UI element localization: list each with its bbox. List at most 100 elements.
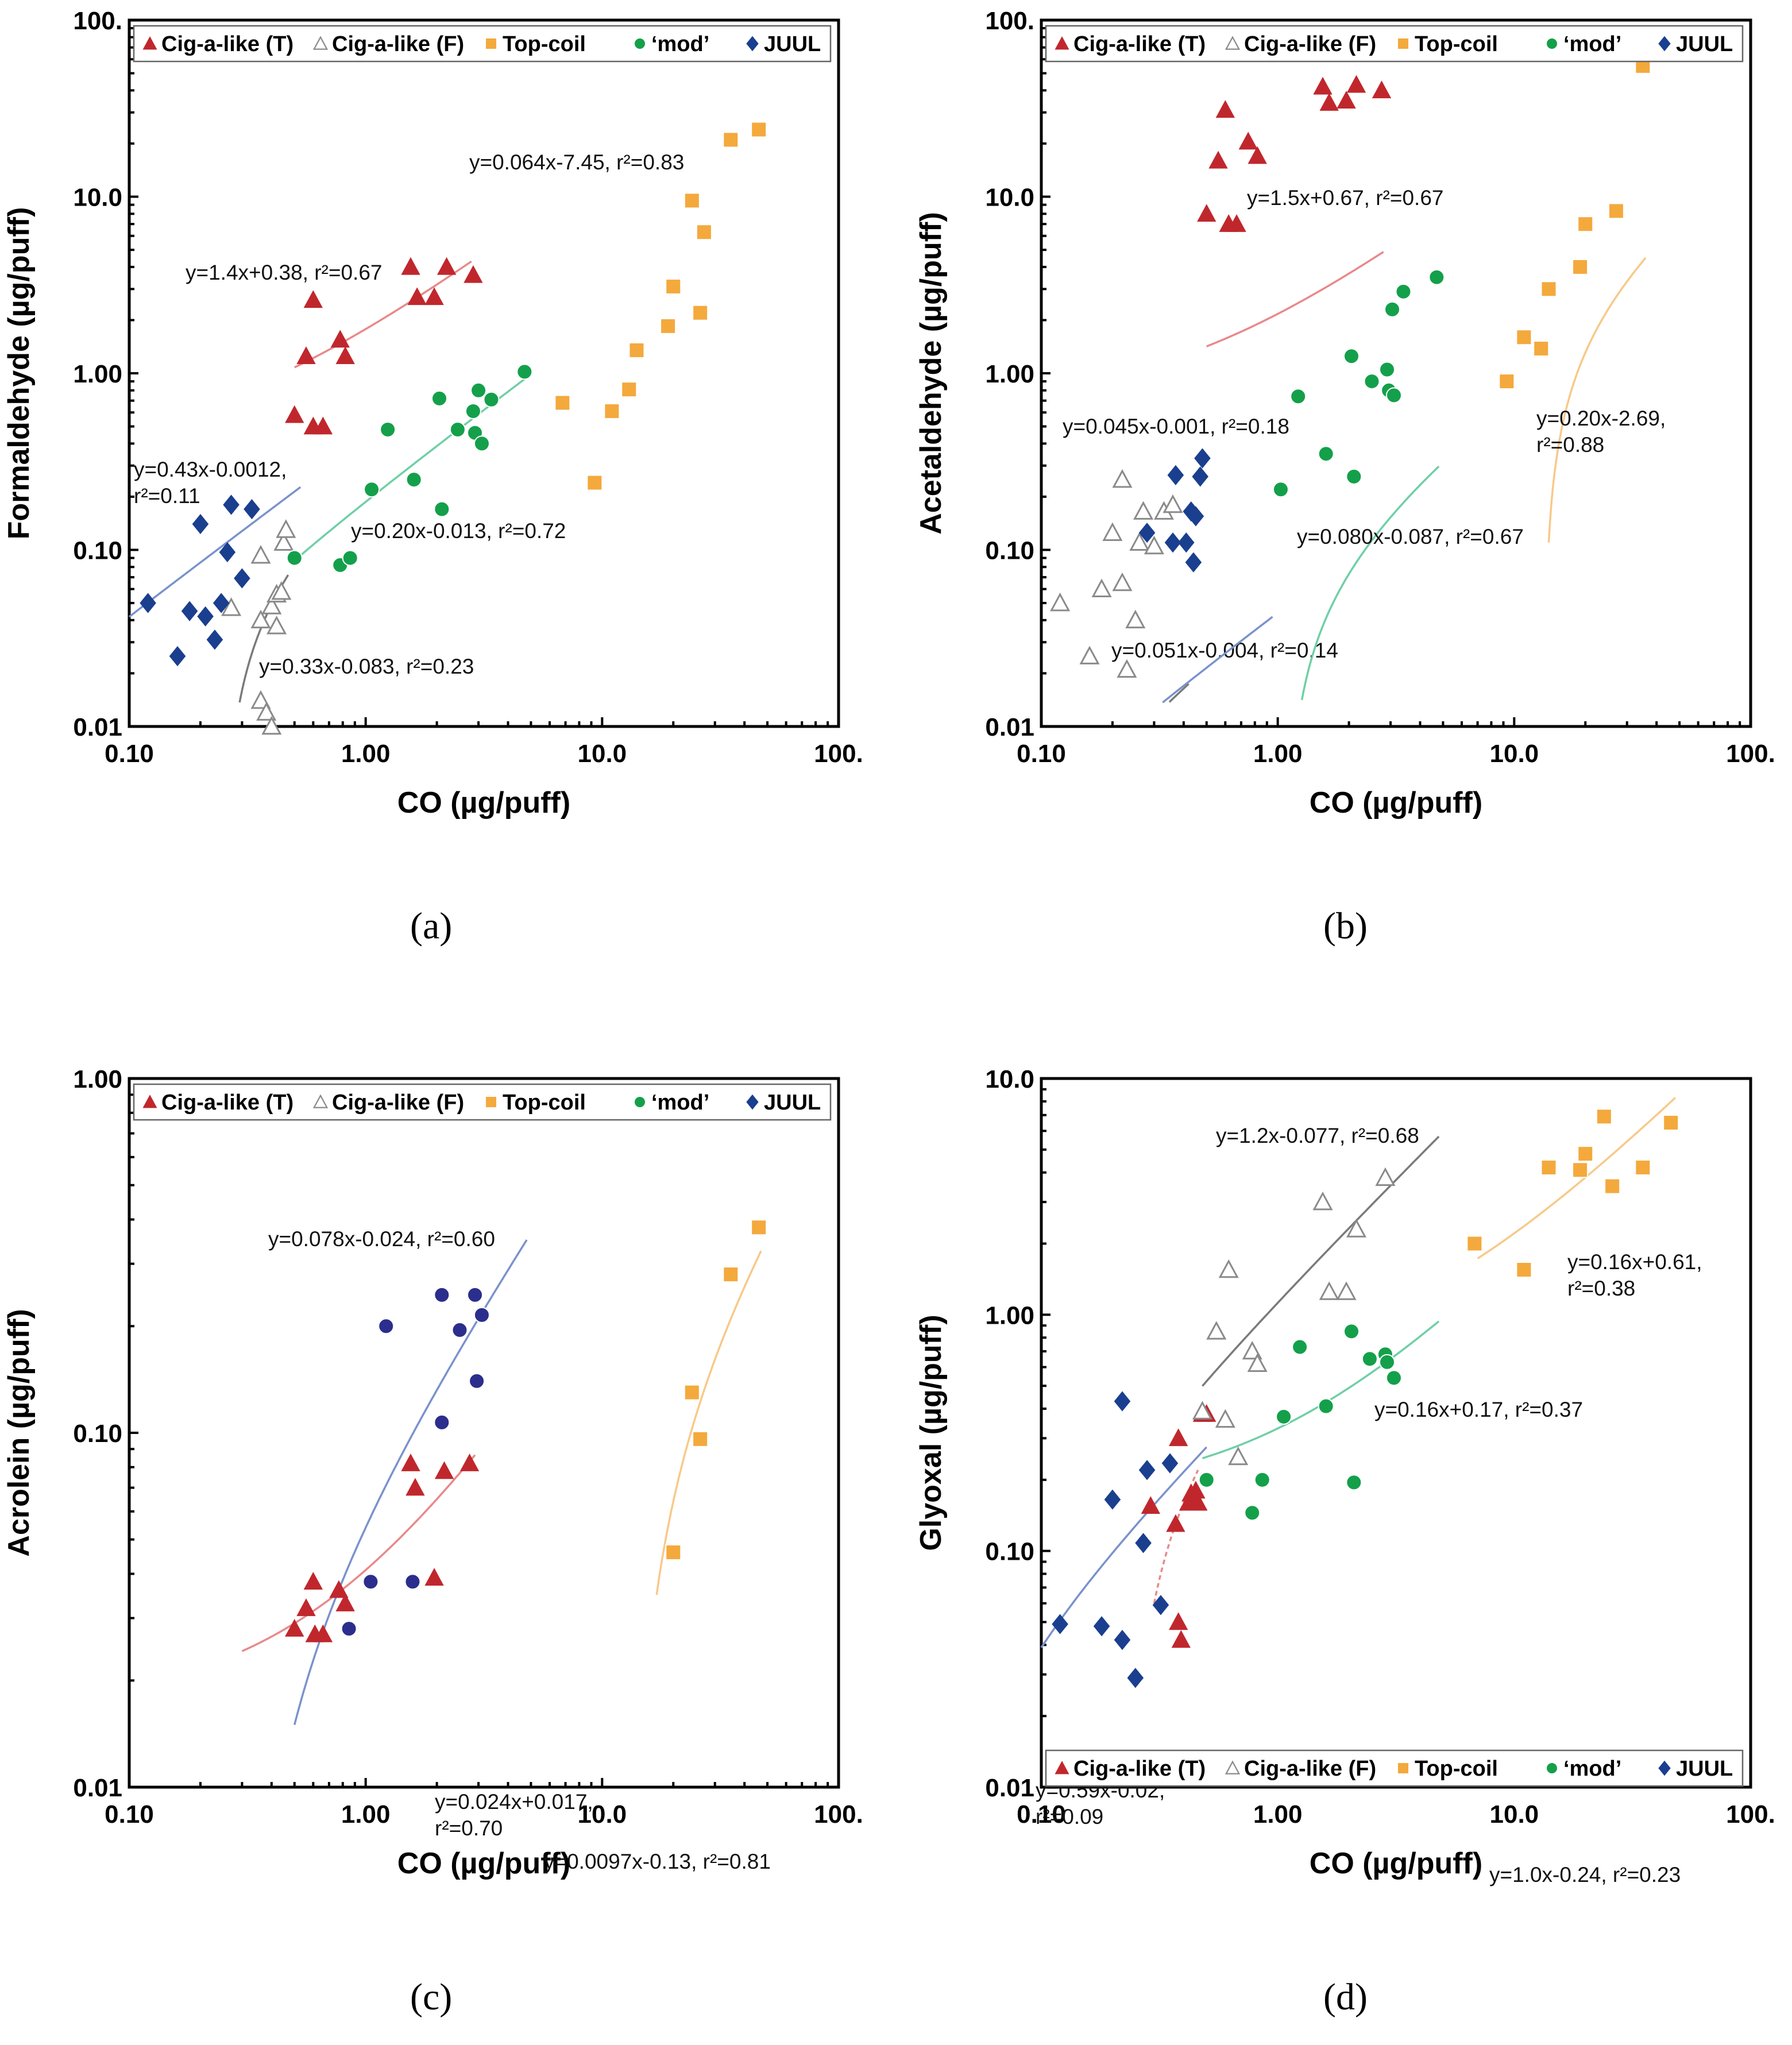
data-point-mod [405, 471, 422, 488]
data-point-cigT [434, 1461, 454, 1479]
data-point-cigF [1319, 1281, 1339, 1300]
fit-equation-juul: y=0.43x-0.0012, r²=0.11 [134, 458, 287, 508]
fit-equation-cigT: y=0.024x+0.017, r²=0.70 [435, 1790, 593, 1840]
legend-marker-mod [1546, 37, 1558, 50]
fit-line-cigT [241, 1454, 476, 1652]
data-point-juul [1192, 466, 1208, 487]
data-point-top [554, 395, 571, 411]
y-tick-label: 0.01 [73, 1774, 122, 1802]
data-point-top [723, 1266, 739, 1283]
data-point-mod [1292, 1339, 1308, 1355]
x-tick-label: 100. [1726, 740, 1775, 768]
data-point-top [1540, 1159, 1557, 1176]
fit-line-top [1547, 257, 1647, 543]
data-point-top [683, 192, 700, 209]
series-mod [1198, 1323, 1402, 1521]
data-point-cigT [424, 1568, 444, 1586]
legend-box [133, 25, 832, 63]
data-point-juul [341, 1621, 357, 1637]
data-point-juul [1127, 1668, 1144, 1688]
data-point-juul [451, 1322, 468, 1339]
legend: Cig-a-like (T) Cig-a-like (F) Top-coil ‘mod… [1045, 1749, 1744, 1787]
data-point-mod [1346, 1474, 1362, 1491]
data-point-cigT [330, 330, 350, 348]
legend-label-top: Top-coil [1415, 1757, 1498, 1781]
legend-marker-top [1397, 37, 1409, 50]
data-point-juul [434, 1414, 450, 1431]
fit-equation-cigT: y=1.4x+0.38, r²=0.67 [186, 261, 383, 284]
legend-marker-cigT [142, 36, 157, 50]
fit-equation-juul: y=0.59x-0.02, r²=0.09 [1036, 1779, 1165, 1828]
data-point-top [1466, 1235, 1483, 1252]
legend-marker-mod [1546, 1762, 1558, 1775]
data-point-juul [223, 494, 240, 515]
data-point-cigF [1144, 535, 1164, 555]
legend-label-top: Top-coil [503, 1091, 586, 1115]
data-point-cigT [1169, 1428, 1188, 1447]
data-point-juul [362, 1574, 379, 1590]
data-point-cigF [1050, 592, 1071, 612]
data-point-cigT [1248, 146, 1267, 164]
data-point-juul [1138, 523, 1156, 543]
data-point-top [1516, 329, 1532, 346]
data-point-mod [483, 391, 500, 408]
legend-box [1045, 25, 1744, 63]
x-tick-label: 0.10 [105, 740, 154, 768]
data-point-cigT [335, 1593, 355, 1611]
legend-label-mod: ‘mod’ [1563, 32, 1621, 56]
data-point-juul [169, 646, 186, 667]
data-point-cigT [285, 405, 304, 423]
data-point-cigT [437, 257, 457, 275]
data-point-juul [1104, 1489, 1121, 1510]
legend-marker-juul [1658, 1760, 1671, 1776]
legend-box [133, 1083, 832, 1121]
data-point-juul [1161, 1453, 1179, 1474]
data-point-top [628, 342, 645, 358]
data-point-top [665, 1544, 682, 1561]
data-point-mod [449, 422, 466, 438]
data-point-cigF [250, 609, 271, 629]
fit-equation-top: y=0.20x-2.69, r²=0.88 [1536, 407, 1666, 457]
data-point-cigT [405, 1478, 425, 1496]
x-tick-label: 1.00 [1253, 740, 1303, 768]
series-cigT [1197, 75, 1392, 232]
data-point-cigT [464, 265, 483, 283]
data-point-mod [1318, 446, 1334, 462]
legend-label-top: Top-coil [503, 32, 586, 56]
data-point-cigT [424, 287, 444, 306]
fit-equation-mod: y=0.20x-0.013, r²=0.72 [351, 519, 566, 543]
fit-line-top [655, 1250, 762, 1595]
data-point-top [1577, 216, 1594, 233]
data-point-juul [197, 606, 214, 627]
data-point-cigF [1215, 1409, 1235, 1428]
chart-panel-a: 0.10 1.00 10.0 100. 0.01 0.10 1.00 10.0 100. CO (… [0, 0, 896, 976]
legend-box [1045, 1749, 1744, 1787]
legend-label-cigT: Cig-a-like (T) [1073, 1757, 1206, 1781]
fit-line-juul [1040, 1446, 1207, 1648]
fit-equation-mod: y=0.16x+0.17, r²=0.37 [1374, 1398, 1583, 1421]
legend: Cig-a-like (T) Cig-a-like (F) Top-coil ‘mod… [133, 25, 832, 63]
series-cigF [221, 519, 296, 735]
data-point-juul [181, 601, 198, 621]
fit-equation-cigF: y=1.2x-0.077, r²=0.68 [1216, 1124, 1419, 1147]
legend-marker-juul [746, 36, 759, 52]
legend-marker-top [485, 37, 497, 50]
data-point-cigT [303, 290, 323, 308]
y-tick-label: 0.10 [985, 537, 1034, 565]
data-point-cigT [1171, 1630, 1191, 1648]
data-point-cigT [459, 1453, 480, 1471]
data-point-juul [244, 499, 260, 520]
plot-area [128, 18, 840, 728]
data-point-mod [516, 364, 533, 380]
legend-label-mod: ‘mod’ [651, 1091, 709, 1115]
series-cigT [285, 257, 483, 435]
data-point-cigT [285, 1619, 304, 1637]
legend-label-cigF: Cig-a-like (F) [1244, 32, 1376, 56]
data-point-mod [1385, 1370, 1402, 1386]
fit-equation-cigF: y=0.33x-0.083, r²=0.23 [259, 655, 474, 678]
data-point-cigF [250, 690, 271, 709]
data-point-cigF [1242, 1340, 1262, 1360]
fit-line-juul [128, 486, 302, 618]
data-point-juul [140, 593, 156, 613]
fit-line-mod [1300, 465, 1440, 701]
